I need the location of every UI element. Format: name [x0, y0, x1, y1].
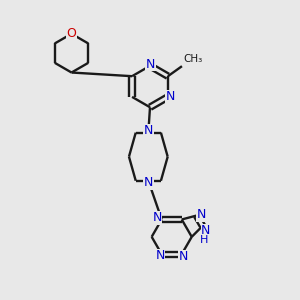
Text: N: N	[144, 124, 153, 137]
Text: CH₃: CH₃	[183, 53, 202, 64]
Text: N: N	[144, 176, 153, 189]
Text: N: N	[179, 250, 188, 263]
Text: O: O	[67, 27, 76, 40]
Text: N: N	[166, 90, 175, 104]
Text: N: N	[152, 211, 162, 224]
Text: N: N	[155, 249, 165, 262]
Text: N: N	[196, 208, 206, 221]
Text: N: N	[146, 58, 155, 71]
Text: H: H	[200, 235, 208, 245]
Text: N: N	[201, 224, 211, 238]
